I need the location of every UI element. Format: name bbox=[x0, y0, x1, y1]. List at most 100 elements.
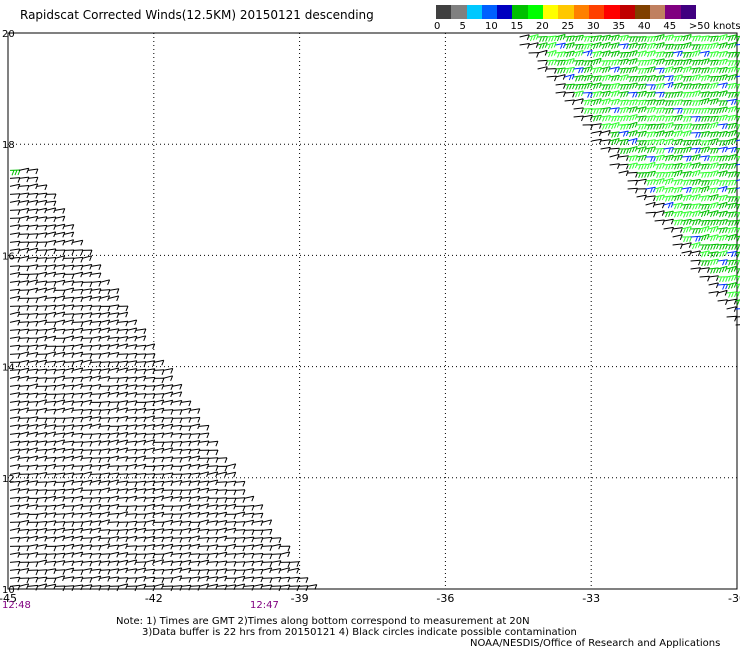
wind-barb bbox=[243, 536, 255, 543]
wind-barb bbox=[672, 202, 683, 210]
wind-barb bbox=[297, 585, 309, 591]
wind-barb bbox=[9, 288, 21, 295]
grid-lines bbox=[7, 32, 738, 590]
wind-barb bbox=[681, 75, 693, 82]
wind-barb bbox=[54, 569, 66, 575]
wind-barb bbox=[18, 536, 30, 543]
wind-barb bbox=[54, 239, 66, 246]
wind-barb bbox=[708, 82, 719, 90]
wind-barb bbox=[72, 527, 84, 534]
wind-barb bbox=[36, 192, 48, 199]
wind-barb bbox=[18, 273, 30, 280]
wind-barb bbox=[654, 172, 666, 178]
wind-barb bbox=[726, 187, 737, 194]
wind-barb bbox=[735, 43, 740, 46]
wind-barb bbox=[162, 551, 174, 558]
wind-barb bbox=[9, 177, 21, 183]
wind-barb bbox=[690, 35, 701, 42]
wind-barb bbox=[9, 311, 21, 318]
wind-barb bbox=[207, 583, 219, 590]
wind-barb bbox=[234, 511, 246, 518]
wind-barb bbox=[81, 249, 93, 256]
wind-barb bbox=[270, 585, 282, 592]
wind-barb bbox=[198, 537, 210, 543]
wind-barb bbox=[708, 234, 719, 242]
wind-barb bbox=[90, 305, 102, 312]
wind-barb bbox=[135, 384, 147, 391]
wind-barb bbox=[9, 424, 21, 430]
wind-barb bbox=[717, 163, 728, 170]
wind-barb bbox=[681, 203, 692, 210]
wind-barb bbox=[9, 392, 21, 398]
wind-barb bbox=[144, 512, 156, 518]
wind-barb bbox=[654, 219, 665, 226]
wind-barb bbox=[144, 544, 156, 550]
wind-barb bbox=[144, 457, 156, 463]
wind-barb bbox=[81, 471, 93, 477]
wind-barb bbox=[54, 425, 66, 431]
lon-tick-label: -30 bbox=[728, 592, 740, 605]
wind-barb bbox=[90, 560, 102, 566]
wind-barb bbox=[609, 98, 620, 106]
legend-swatch bbox=[604, 5, 621, 19]
wind-barb bbox=[27, 552, 39, 558]
wind-barb bbox=[45, 440, 57, 447]
wind-barb bbox=[90, 527, 102, 534]
wind-barb bbox=[144, 568, 156, 575]
wind-barb bbox=[27, 192, 39, 199]
wind-barb bbox=[117, 439, 129, 446]
wind-barb bbox=[135, 583, 147, 590]
wind-barb bbox=[135, 545, 147, 551]
wind-barb bbox=[36, 535, 48, 542]
wind-barb bbox=[108, 343, 120, 350]
wind-barb bbox=[279, 584, 291, 591]
wind-barb bbox=[27, 344, 39, 351]
wind-barb bbox=[573, 115, 584, 122]
wind-barb bbox=[189, 585, 201, 591]
wind-barb bbox=[135, 407, 147, 414]
wind-barb bbox=[9, 496, 21, 503]
wind-barb bbox=[99, 576, 111, 582]
wind-barb bbox=[90, 312, 102, 319]
wind-barb bbox=[153, 473, 165, 480]
wind-barb bbox=[18, 577, 30, 584]
wind-barb bbox=[54, 456, 66, 462]
wind-barb bbox=[636, 178, 647, 185]
wind-barb bbox=[726, 74, 737, 82]
legend-swatch bbox=[588, 5, 605, 19]
wind-barb bbox=[90, 353, 102, 359]
wind-barb bbox=[198, 440, 210, 447]
wind-barb bbox=[153, 393, 165, 399]
wind-barb bbox=[126, 456, 138, 463]
wind-barb bbox=[144, 503, 156, 510]
wind-barb bbox=[735, 155, 740, 162]
wind-barb bbox=[699, 225, 710, 234]
wind-barb bbox=[18, 297, 30, 304]
wind-barb bbox=[654, 115, 665, 122]
wind-barb bbox=[189, 472, 201, 479]
wind-barb bbox=[63, 455, 75, 462]
wind-barb bbox=[18, 200, 30, 206]
wind-barb bbox=[54, 432, 66, 439]
wind-barb bbox=[171, 432, 183, 439]
wind-barb bbox=[735, 132, 740, 138]
wind-barb bbox=[117, 505, 129, 512]
wind-barb bbox=[72, 455, 84, 461]
wind-barb bbox=[81, 288, 93, 294]
wind-barb bbox=[63, 567, 75, 574]
wind-barb bbox=[681, 58, 692, 66]
wind-barb bbox=[117, 305, 129, 312]
wind-barb bbox=[117, 583, 129, 590]
wind-barb bbox=[519, 34, 530, 40]
wind-barb bbox=[81, 520, 93, 526]
wind-barb bbox=[27, 569, 39, 576]
wind-barb bbox=[207, 465, 219, 471]
wind-barb bbox=[216, 511, 228, 518]
wind-barb bbox=[699, 43, 711, 50]
wind-barb bbox=[654, 99, 665, 106]
wind-barb bbox=[306, 584, 318, 590]
wind-barb bbox=[90, 440, 102, 446]
wind-barb bbox=[108, 560, 120, 567]
wind-barb bbox=[54, 215, 66, 222]
